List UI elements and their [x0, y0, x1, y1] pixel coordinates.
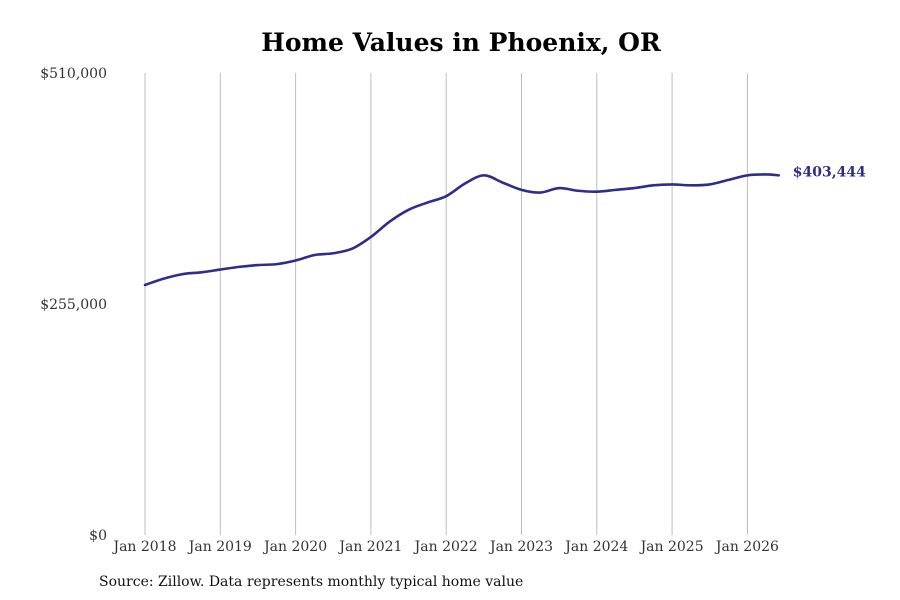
- x-tick-label: Jan 2024: [563, 539, 628, 555]
- end-value-label: $403,444: [793, 164, 866, 180]
- y-tick-label: $0: [89, 528, 107, 544]
- source-note: Source: Zillow. Data represents monthly …: [99, 574, 524, 590]
- x-tick-label: Jan 2020: [262, 539, 327, 555]
- x-tick-label: Jan 2018: [111, 539, 176, 555]
- chart-title: Home Values in Phoenix, OR: [261, 28, 661, 57]
- series-line: [143, 173, 781, 287]
- x-tick-label: Jan 2025: [639, 539, 704, 555]
- x-tick-label: Jan 2023: [488, 539, 553, 555]
- x-tick-label: Jan 2026: [714, 539, 779, 555]
- y-tick-label: $255,000: [40, 297, 107, 313]
- x-tick-label: Jan 2021: [337, 539, 402, 555]
- y-tick-label: $510,000: [40, 66, 107, 82]
- x-tick-label: Jan 2022: [413, 539, 478, 555]
- x-tick-label: Jan 2019: [187, 539, 252, 555]
